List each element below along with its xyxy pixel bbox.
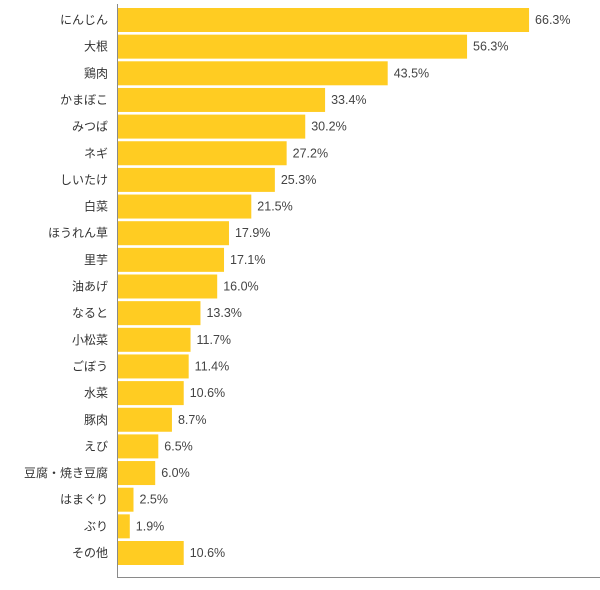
value-label-15: 8.7% — [178, 413, 207, 427]
bar-4 — [118, 114, 306, 139]
value-label-12: 11.7% — [197, 333, 232, 347]
value-label-4: 30.2% — [311, 120, 346, 134]
category-label-7: 白菜 — [84, 199, 108, 214]
bar-0 — [118, 8, 530, 32]
bar-11 — [118, 301, 201, 326]
category-label-3: かまぼこ — [60, 93, 108, 107]
value-label-14: 10.6% — [190, 386, 225, 400]
category-label-17: 豆腐・焼き豆腐 — [24, 465, 108, 480]
value-label-20: 10.6% — [190, 546, 225, 560]
category-label-8: ほうれん草 — [48, 226, 108, 240]
bar-14 — [118, 381, 184, 406]
value-label-18: 2.5% — [140, 493, 169, 507]
category-label-13: ごぼう — [72, 358, 108, 373]
value-label-3: 33.4% — [331, 93, 366, 107]
category-label-19: ぶり — [84, 519, 108, 533]
value-label-8: 17.9% — [235, 226, 270, 240]
bar-16 — [118, 434, 159, 459]
bar-13 — [118, 354, 189, 379]
value-label-1: 56.3% — [473, 40, 508, 54]
value-label-7: 21.5% — [257, 200, 292, 214]
value-labels-group: 66.3% 56.3% 43.5% 33.4% 30.2% 27.2% 25.3% 21.5%… — [136, 13, 571, 560]
bar-17 — [118, 461, 156, 486]
category-label-15: 豚肉 — [84, 413, 108, 427]
bar-10 — [118, 274, 218, 299]
value-label-19: 1.9% — [136, 519, 165, 533]
value-label-5: 27.2% — [293, 146, 328, 160]
value-label-6: 25.3% — [281, 173, 316, 187]
bar-19 — [118, 514, 130, 539]
value-label-16: 6.5% — [164, 439, 193, 453]
category-label-16: えび — [84, 439, 108, 453]
value-label-17: 6.0% — [161, 466, 190, 480]
bar-2 — [118, 61, 388, 86]
category-label-11: なると — [72, 306, 108, 320]
category-label-4: みつば — [72, 120, 108, 134]
bar-12 — [118, 327, 191, 352]
bar-20 — [118, 541, 184, 565]
category-labels-group: にんじん大根鶏肉かまぼこみつばネギしいたけ白菜ほうれん草里芋油あげなると小松菜ご… — [24, 13, 108, 560]
bars-group — [118, 8, 530, 565]
value-label-2: 43.5% — [394, 66, 429, 80]
value-label-10: 16.0% — [223, 280, 258, 294]
category-label-9: 里芋 — [84, 253, 108, 267]
bar-3 — [118, 87, 326, 112]
category-label-14: 水菜 — [84, 386, 108, 400]
value-label-9: 17.1% — [230, 253, 265, 267]
category-label-2: 鶏肉 — [84, 66, 108, 80]
category-label-1: 大根 — [84, 40, 108, 54]
bar-18 — [118, 487, 134, 512]
bar-5 — [118, 141, 287, 166]
category-label-10: 油あげ — [72, 280, 108, 294]
bar-9 — [118, 247, 225, 272]
bar-6 — [118, 167, 275, 192]
bar-8 — [118, 221, 229, 246]
bar-7 — [118, 194, 252, 219]
category-label-20: その他 — [72, 546, 108, 560]
category-label-5: ネギ — [84, 146, 108, 160]
value-label-13: 11.4% — [195, 359, 230, 373]
category-label-18: はまぐり — [60, 493, 108, 507]
category-label-0: にんじん — [60, 13, 108, 27]
bar-15 — [118, 407, 172, 432]
value-label-0: 66.3% — [535, 13, 570, 27]
category-label-12: 小松菜 — [72, 333, 108, 347]
bar-1 — [118, 34, 468, 59]
value-label-11: 13.3% — [206, 306, 241, 320]
category-label-6: しいたけ — [60, 173, 108, 187]
